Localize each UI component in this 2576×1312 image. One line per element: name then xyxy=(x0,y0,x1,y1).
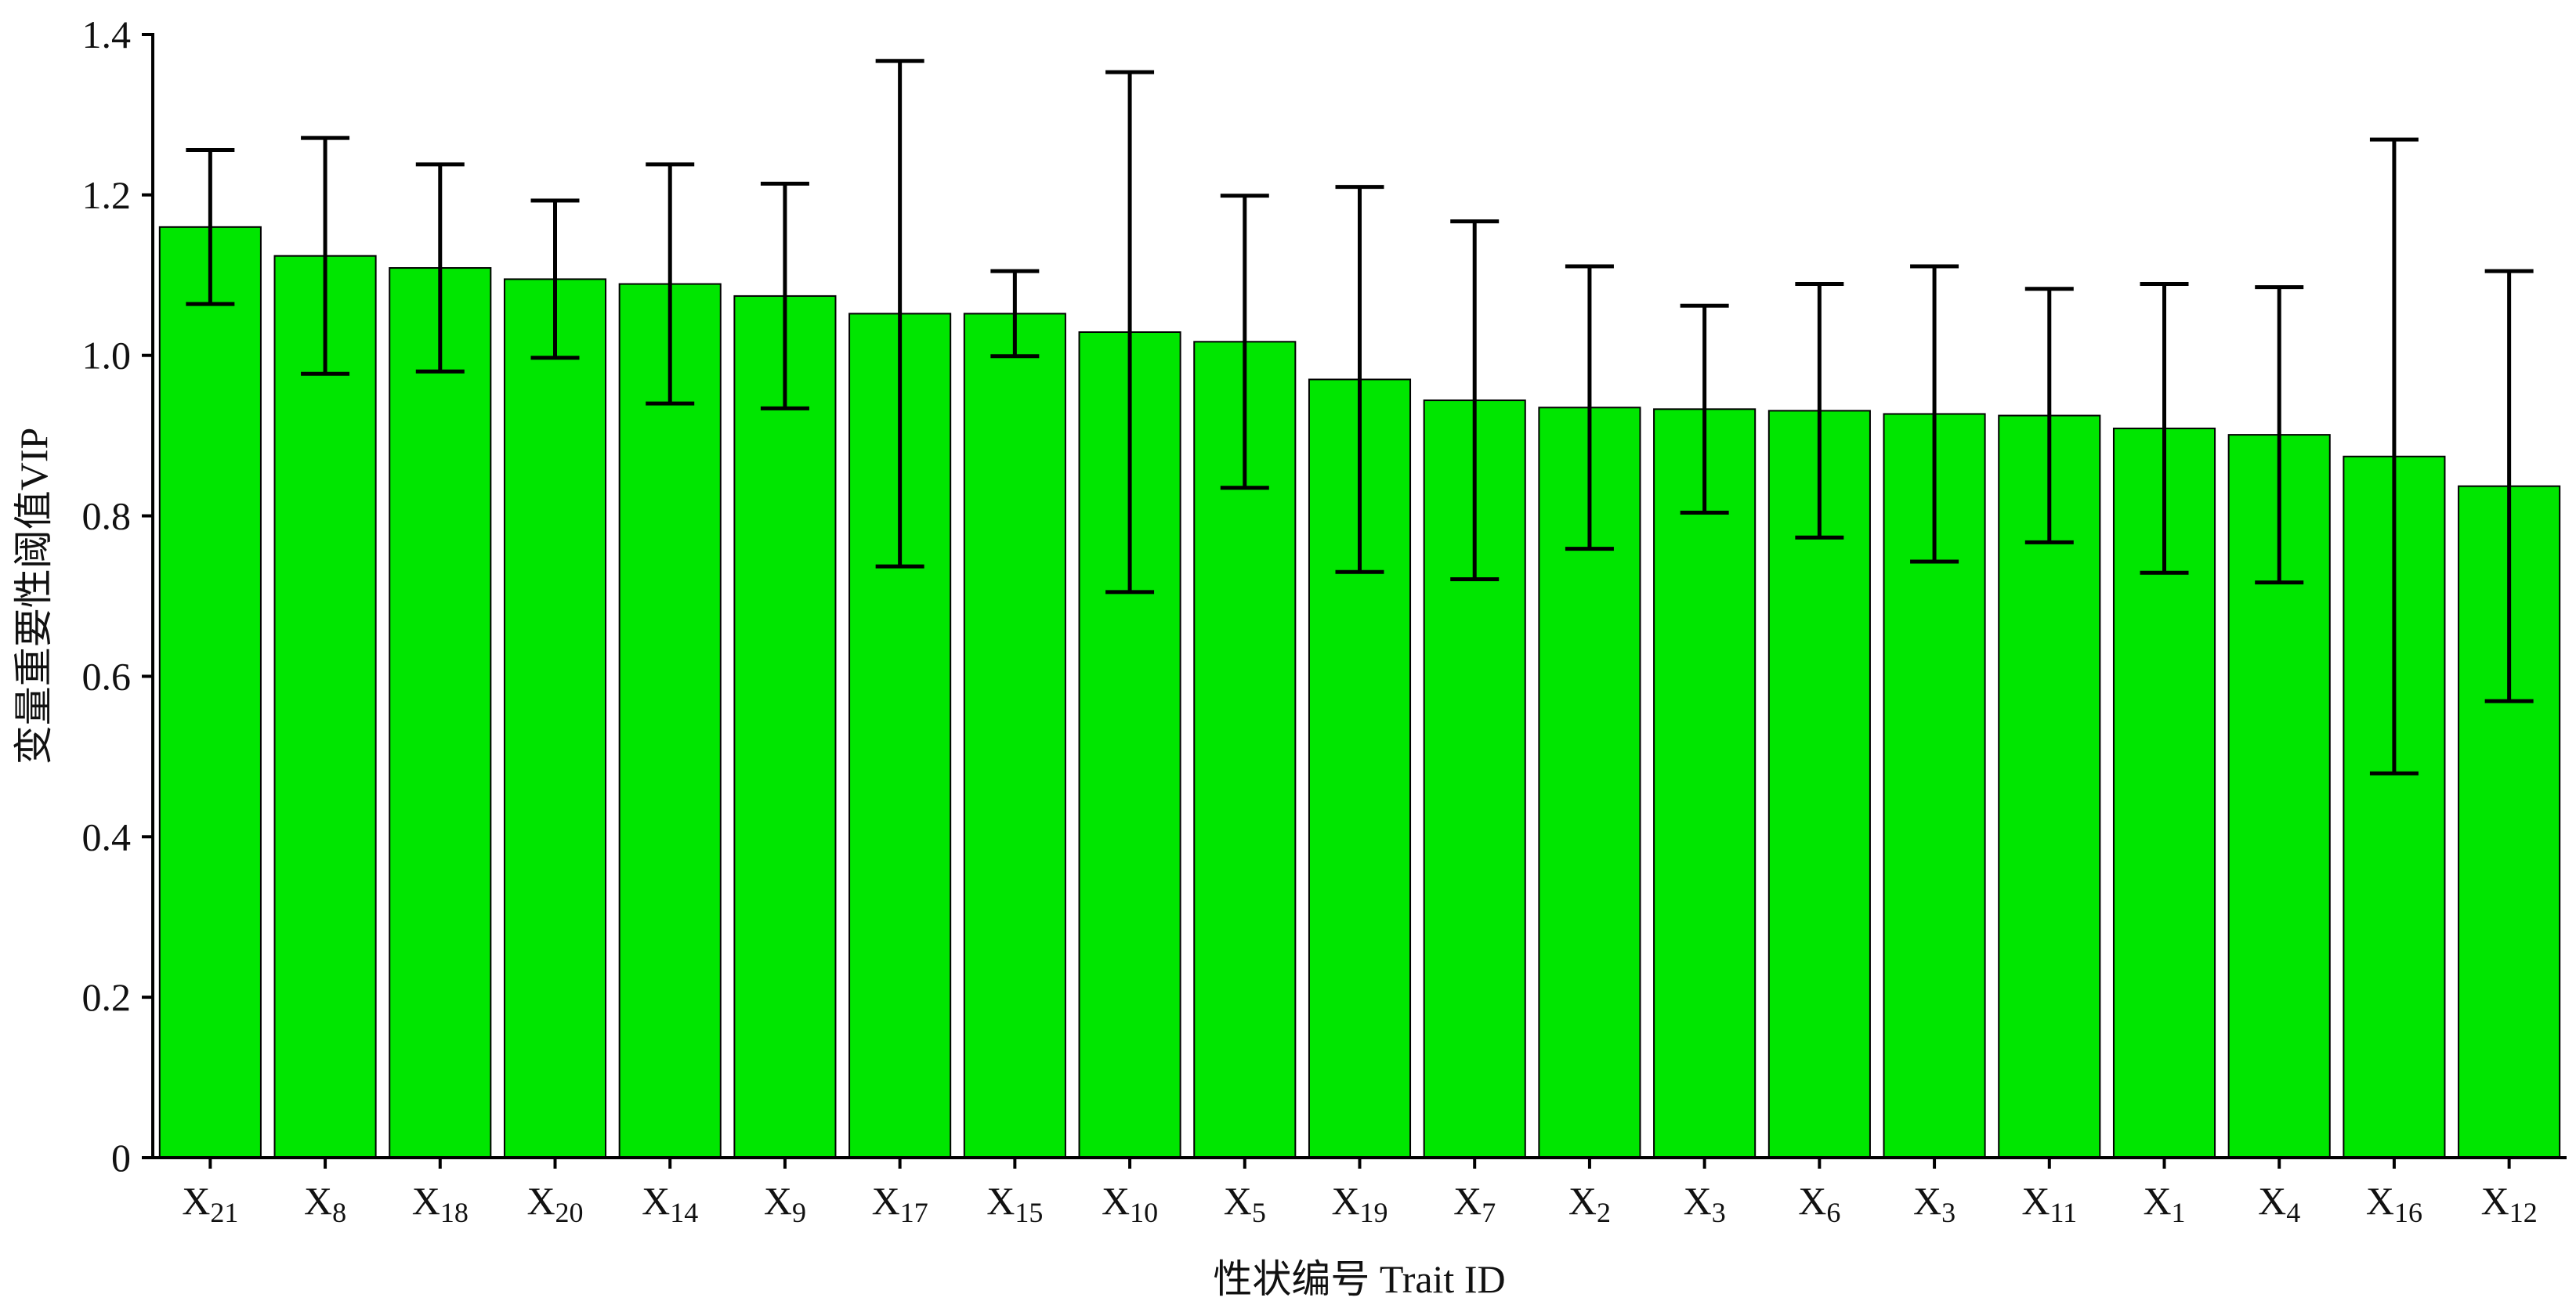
error-bar xyxy=(1220,193,1269,490)
x-tick-label: X1 xyxy=(2143,1179,2185,1228)
x-tick-label: X15 xyxy=(986,1179,1043,1228)
y-tick-label: 0 xyxy=(111,1136,131,1180)
error-bar xyxy=(2484,269,2534,703)
bar xyxy=(158,226,262,1158)
error-bar xyxy=(990,269,1040,359)
error-bar xyxy=(646,162,695,406)
error-bar xyxy=(301,136,350,376)
error-bar xyxy=(1565,264,1614,551)
error-bar xyxy=(1335,185,1384,574)
error-bar xyxy=(1680,303,1729,515)
y-tick-label: 0.4 xyxy=(82,815,132,858)
x-tick-label: X8 xyxy=(304,1179,346,1228)
error-bar xyxy=(2024,287,2074,544)
x-tick-label: X11 xyxy=(2021,1179,2077,1228)
x-tick-label: X2 xyxy=(1568,1179,1611,1228)
bar xyxy=(618,283,722,1158)
x-tick-label: X4 xyxy=(2258,1179,2300,1228)
bar xyxy=(733,295,837,1159)
x-tick-label: X6 xyxy=(1798,1179,1840,1228)
y-tick-label: 1.2 xyxy=(82,173,132,217)
x-tick-label: X7 xyxy=(1453,1179,1496,1228)
error-bar xyxy=(760,182,809,410)
error-bar xyxy=(2369,137,2419,775)
error-bar xyxy=(530,198,580,360)
x-tick-label: X21 xyxy=(182,1179,238,1228)
x-tick-label: X3 xyxy=(1684,1179,1726,1228)
bar xyxy=(273,255,377,1158)
x-tick-label: X17 xyxy=(872,1179,928,1228)
error-bar xyxy=(1450,219,1500,581)
error-bar xyxy=(186,147,235,306)
y-axis-title: 变量重要性阈值VIP xyxy=(12,428,56,765)
y-tick-label: 0.8 xyxy=(82,494,132,538)
error-bar xyxy=(1105,70,1155,595)
x-tick-label: X5 xyxy=(1224,1179,1266,1228)
x-tick-label: X20 xyxy=(526,1179,583,1228)
error-bar xyxy=(2140,282,2189,575)
y-tick-label: 0.2 xyxy=(82,975,132,1019)
error-bar xyxy=(2255,285,2304,585)
x-axis-title: 性状编号 Trait ID xyxy=(1213,1257,1505,1301)
x-tick-label: X12 xyxy=(2481,1179,2538,1228)
bar xyxy=(1653,408,1757,1158)
y-tick-label: 1.4 xyxy=(82,13,132,56)
x-tick-label: X18 xyxy=(412,1179,469,1228)
x-tick-label: X3 xyxy=(1913,1179,1956,1228)
y-tick-label: 1.0 xyxy=(82,334,132,378)
x-tick-label: X14 xyxy=(642,1179,698,1228)
y-tick-label: 0.6 xyxy=(82,654,132,698)
x-tick-label: X10 xyxy=(1102,1179,1158,1228)
bar xyxy=(503,278,607,1159)
error-bar xyxy=(875,59,924,569)
bar xyxy=(389,267,492,1158)
x-tick-label: X16 xyxy=(2366,1179,2422,1228)
error-bar xyxy=(415,162,465,374)
x-tick-label: X19 xyxy=(1331,1179,1387,1228)
error-bar xyxy=(1795,282,1844,540)
bar xyxy=(963,313,1066,1158)
error-bar xyxy=(1910,264,1959,564)
x-tick-label: X9 xyxy=(764,1179,806,1228)
